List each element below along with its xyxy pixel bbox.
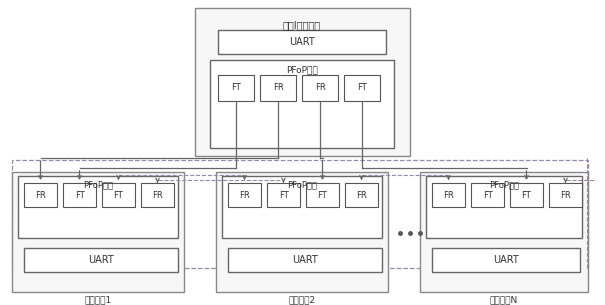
Text: PFoP模块: PFoP模块 [83,180,113,189]
Text: PFoP模块: PFoP模块 [489,180,519,189]
Bar [141,183,174,207]
Bar [12,160,588,268]
Text: UART: UART [88,255,114,265]
Text: FT: FT [279,191,289,199]
Bar [471,183,504,207]
Bar [228,183,261,207]
Text: FT: FT [483,191,492,199]
Text: FT: FT [357,84,367,92]
Text: FR: FR [443,191,454,199]
Bar [12,172,184,292]
Bar [18,176,178,238]
Text: 裁波电表N: 裁波电表N [490,295,518,304]
Text: UART: UART [493,255,519,265]
Bar [260,75,296,101]
Bar [210,60,394,148]
Text: FT: FT [522,191,531,199]
Bar [426,176,582,238]
Bar [432,183,465,207]
Bar [24,248,178,272]
Text: UART: UART [289,37,315,47]
Bar [345,183,378,207]
Text: FT: FT [231,84,241,92]
Text: FR: FR [239,191,250,199]
Bar [63,183,96,207]
Text: FT: FT [318,191,327,199]
Text: 裁波电袈2: 裁波电袈2 [289,295,316,304]
Text: FR: FR [273,84,283,92]
Bar [102,183,135,207]
Text: FR: FR [152,191,163,199]
Bar [549,183,582,207]
Bar [344,75,380,101]
Text: FT: FT [74,191,84,199]
Bar [306,183,339,207]
Text: PFoP模块: PFoP模块 [287,180,317,189]
Text: FR: FR [560,191,571,199]
Bar [228,248,382,272]
Bar [420,172,588,292]
Text: FR: FR [356,191,367,199]
Bar [218,30,386,54]
Bar [432,248,580,272]
Text: 局网I型采集器: 局网I型采集器 [283,20,321,30]
Bar [195,8,410,156]
Text: FR: FR [35,191,46,199]
Text: FT: FT [114,191,123,199]
Bar [24,183,57,207]
Bar [302,75,338,101]
Text: PFoP模块: PFoP模块 [286,65,318,74]
Bar [218,75,254,101]
Text: UART: UART [292,255,318,265]
Bar [222,176,382,238]
Bar [267,183,300,207]
Text: FR: FR [315,84,325,92]
Bar [216,172,388,292]
Bar [510,183,543,207]
Text: 裁波电袈1: 裁波电袈1 [84,295,112,304]
